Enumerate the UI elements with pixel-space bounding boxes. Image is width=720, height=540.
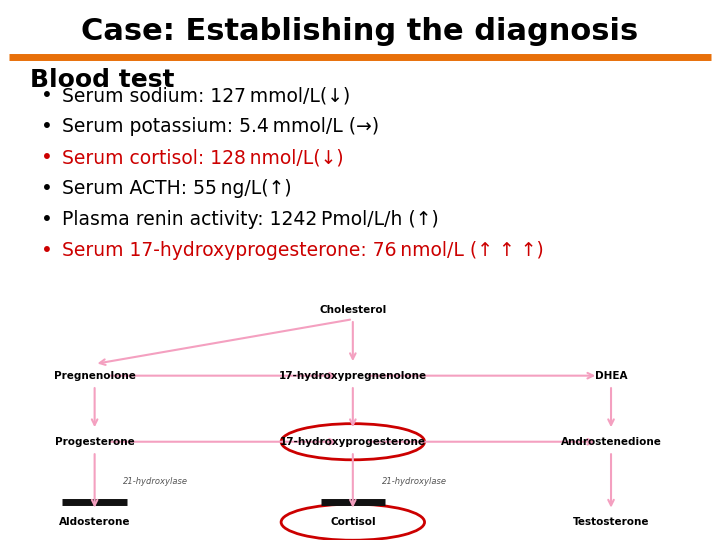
- Text: •: •: [41, 148, 53, 167]
- Text: Case: Establishing the diagnosis: Case: Establishing the diagnosis: [81, 17, 639, 46]
- Text: Aldosterone: Aldosterone: [59, 517, 130, 527]
- Text: •: •: [41, 210, 53, 229]
- Text: Serum potassium: 5.4 mmol/L (→): Serum potassium: 5.4 mmol/L (→): [63, 117, 379, 136]
- Text: Cholesterol: Cholesterol: [319, 305, 387, 315]
- Text: •: •: [41, 117, 53, 136]
- Text: 17-hydroxyprogesterone: 17-hydroxyprogesterone: [280, 437, 426, 447]
- Text: Serum cortisol: 128 nmol/L(↓): Serum cortisol: 128 nmol/L(↓): [63, 148, 344, 167]
- Text: 21-hydroxylase: 21-hydroxylase: [123, 477, 189, 487]
- Text: •: •: [41, 240, 53, 260]
- Text: 17-hydroxypregnenolone: 17-hydroxypregnenolone: [279, 370, 427, 381]
- Text: Serum 17-hydroxyprogesterone: 76 nmol/L (↑ ↑ ↑): Serum 17-hydroxyprogesterone: 76 nmol/L …: [63, 240, 544, 260]
- Text: Serum ACTH: 55 ng/L(↑): Serum ACTH: 55 ng/L(↑): [63, 179, 292, 198]
- Text: •: •: [41, 179, 53, 198]
- Text: Cortisol: Cortisol: [330, 517, 376, 527]
- Text: Testosterone: Testosterone: [573, 517, 649, 527]
- Text: Plasma renin activity: 1242 Pmol/L/h (↑): Plasma renin activity: 1242 Pmol/L/h (↑): [63, 210, 439, 229]
- Text: Pregnenolone: Pregnenolone: [54, 370, 135, 381]
- Text: •: •: [41, 86, 53, 105]
- Text: DHEA: DHEA: [595, 370, 627, 381]
- Text: Androstenedione: Androstenedione: [561, 437, 662, 447]
- Text: 21-hydroxylase: 21-hydroxylase: [382, 477, 446, 487]
- Text: Blood test: Blood test: [30, 68, 174, 92]
- Text: Progesterone: Progesterone: [55, 437, 135, 447]
- Text: Serum sodium: 127 mmol/L(↓): Serum sodium: 127 mmol/L(↓): [63, 86, 351, 105]
